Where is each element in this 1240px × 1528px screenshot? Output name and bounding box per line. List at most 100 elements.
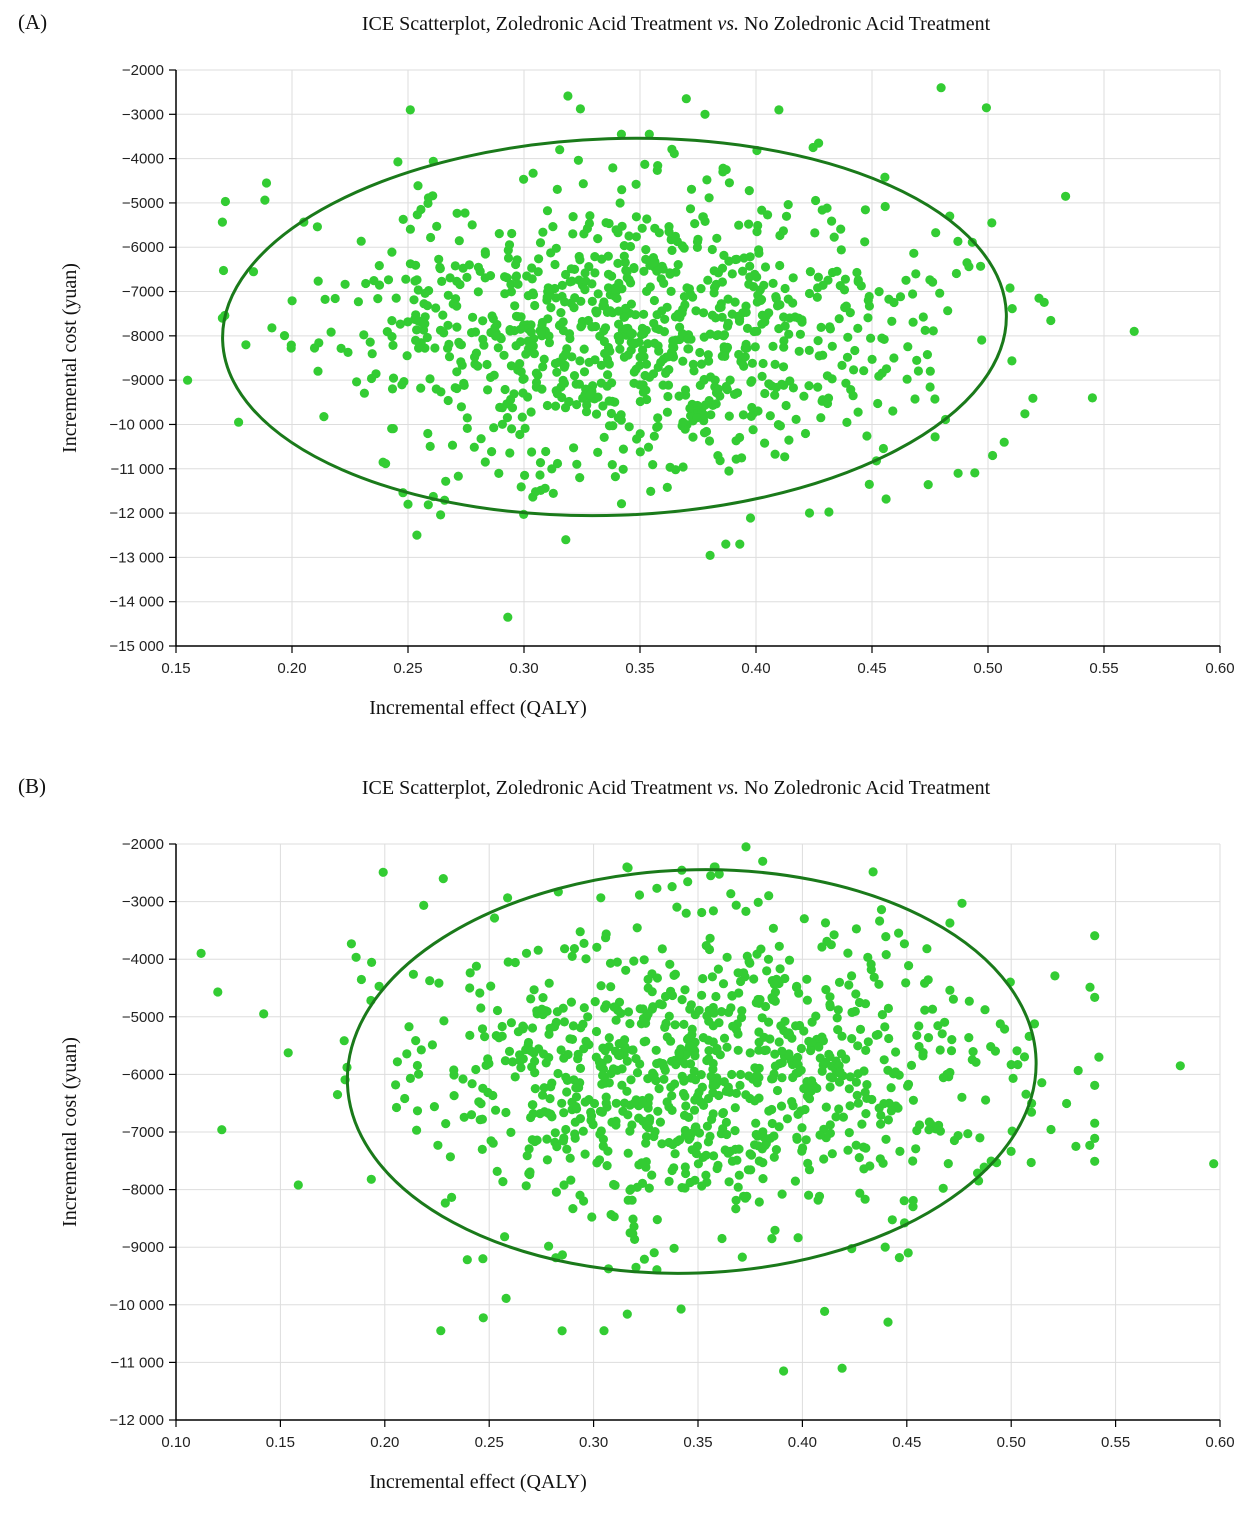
data-point [906,1060,917,1070]
data-point [935,1126,946,1136]
data-point [895,1146,905,1156]
data-point [887,1215,897,1225]
data-point [549,1022,560,1032]
data-point [843,948,853,958]
data-point [391,1102,402,1113]
data-point [613,258,623,268]
data-point [578,1126,588,1136]
data-point [788,273,798,283]
data-point [546,1082,556,1092]
data-point [490,323,500,333]
data-point [619,241,629,251]
data-point [722,385,732,395]
data-point [772,1085,783,1096]
data-point [346,939,356,949]
data-point [723,294,733,304]
data-point [566,264,576,274]
data-point [910,394,920,404]
data-point [840,274,851,284]
data-point [742,323,753,333]
data-point [833,1005,843,1015]
data-point [587,279,597,289]
data-point [506,1018,516,1028]
data-point [901,978,911,988]
y-tick-label: −12 000 [109,1412,164,1429]
data-point [753,1141,763,1151]
data-point [656,357,666,367]
data-point [757,1013,767,1023]
data-point [445,1152,455,1162]
data-point [551,401,561,411]
data-point [594,1155,605,1165]
data-point [951,268,962,279]
data-point [625,1126,635,1136]
data-point [480,1032,490,1042]
data-point [538,362,548,372]
data-point [541,446,551,457]
data-point [465,983,475,993]
data-point [735,432,745,443]
data-point [741,301,751,311]
data-point [387,424,397,434]
data-point [444,339,454,349]
data-point [657,944,667,954]
data-point [405,1073,415,1083]
data-point [759,280,769,290]
data-point [388,340,398,350]
data-point [747,402,757,413]
data-point [579,229,589,239]
y-tick-label: −13 000 [109,549,164,566]
data-point [580,1149,590,1159]
data-point [629,1098,639,1108]
data-point [715,456,725,466]
data-point [584,218,595,229]
data-point [551,1187,562,1197]
data-point [745,252,755,262]
data-point [649,295,660,306]
data-point [515,324,526,334]
data-point [810,228,820,238]
data-point [644,1183,654,1193]
data-point [507,1057,518,1067]
data-point [794,988,804,998]
data-point [429,1102,439,1112]
data-point [756,295,766,305]
data-point [925,366,935,376]
data-point [667,882,677,892]
data-point [886,1083,896,1093]
data-point [503,957,513,967]
data-point [668,1139,678,1150]
data-point [510,957,520,968]
data-point [664,227,674,237]
data-point [876,1110,886,1120]
data-point [931,228,941,238]
data-point [629,367,639,377]
data-point [874,287,884,297]
data-point [425,976,435,986]
data-point [545,284,555,294]
y-tick-label: −5000 [122,1009,164,1026]
data-point [764,308,774,318]
data-point [852,267,862,278]
data-point [825,1120,835,1130]
data-point [678,417,688,427]
data-point [598,401,608,411]
data-point [630,339,640,349]
data-point [641,245,651,255]
data-point [761,1001,771,1012]
data-point [626,1184,636,1194]
data-point [575,473,585,483]
data-point [622,1309,632,1319]
y-tick-label: −14 000 [109,594,164,611]
data-point [851,1140,861,1150]
data-point [565,1034,575,1044]
data-point [831,1112,841,1122]
data-point [670,231,681,241]
data-point [436,510,446,520]
data-point [696,284,706,294]
data-point [774,941,784,951]
data-point [690,1175,700,1185]
data-point [505,448,515,458]
data-point [491,1105,501,1115]
chart-title: ICE Scatterplot, Zoledronic Acid Treatme… [0,13,1240,36]
